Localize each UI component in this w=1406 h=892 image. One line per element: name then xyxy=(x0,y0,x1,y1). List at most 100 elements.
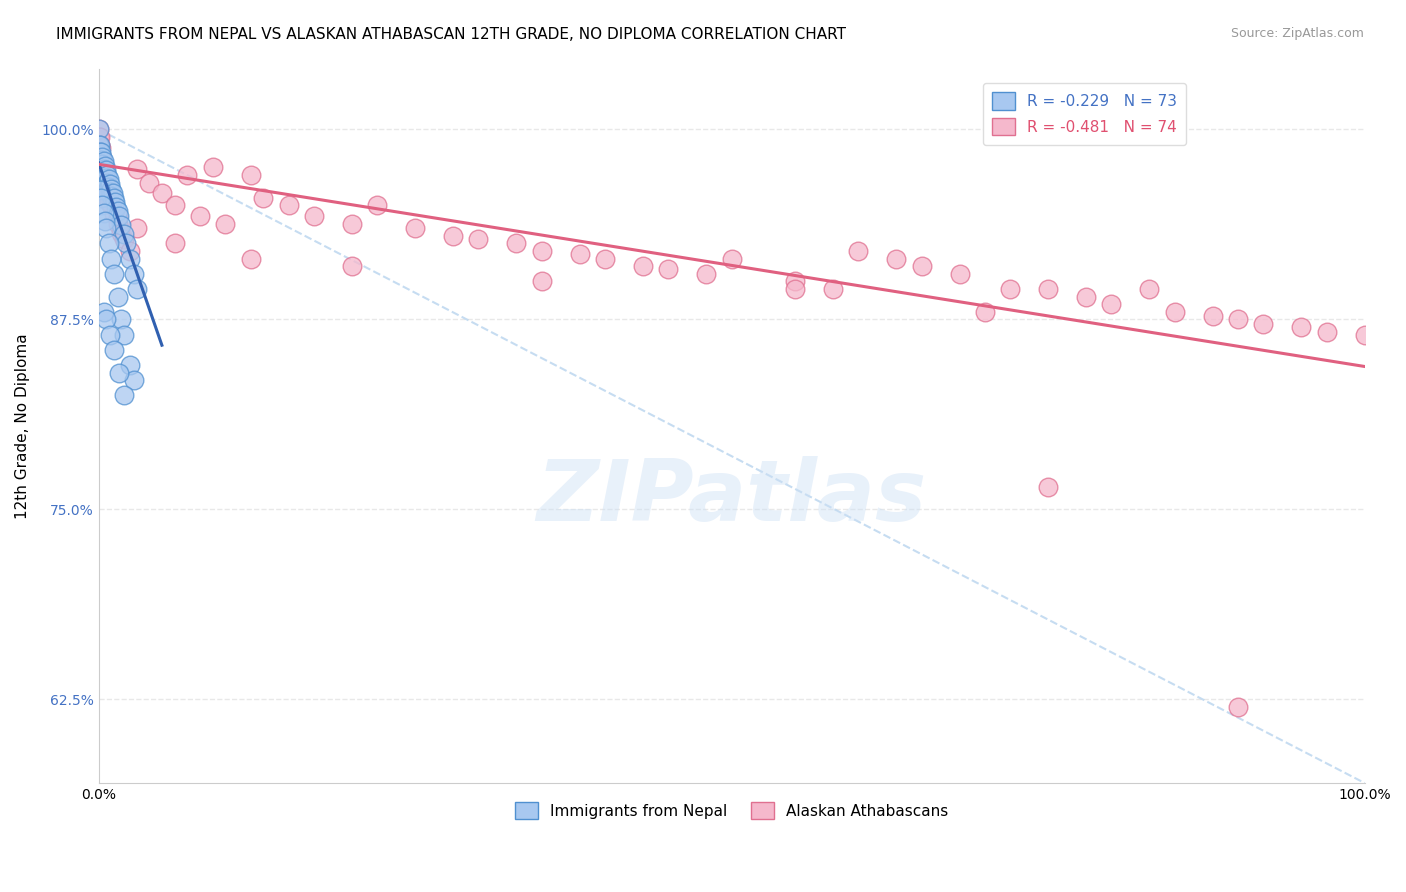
Point xyxy=(1139,282,1161,296)
Point xyxy=(90,176,112,190)
Point xyxy=(96,168,118,182)
Point xyxy=(103,343,125,357)
Point xyxy=(783,282,806,296)
Point xyxy=(1227,312,1250,326)
Point xyxy=(90,161,112,175)
Point xyxy=(239,168,262,182)
Point xyxy=(94,159,117,173)
Point xyxy=(122,373,145,387)
Point xyxy=(340,217,363,231)
Point xyxy=(98,185,121,199)
Point xyxy=(87,153,110,167)
Point xyxy=(163,236,186,251)
Point xyxy=(90,168,112,182)
Point xyxy=(214,217,236,231)
Point xyxy=(108,209,131,223)
Point xyxy=(90,153,112,167)
Point xyxy=(96,171,118,186)
Point xyxy=(96,177,118,191)
Point xyxy=(93,305,115,319)
Point xyxy=(96,221,118,235)
Point xyxy=(93,183,115,197)
Point xyxy=(100,189,122,203)
Point xyxy=(125,282,148,296)
Point xyxy=(112,227,135,242)
Point xyxy=(96,312,118,326)
Point xyxy=(695,267,717,281)
Point xyxy=(973,305,995,319)
Point xyxy=(93,177,115,191)
Point xyxy=(91,172,114,186)
Point xyxy=(91,180,114,194)
Point xyxy=(138,176,160,190)
Point xyxy=(120,244,142,258)
Point xyxy=(107,204,129,219)
Point xyxy=(1036,282,1059,296)
Point xyxy=(239,252,262,266)
Point xyxy=(100,252,122,266)
Point xyxy=(188,209,211,223)
Point xyxy=(1036,480,1059,494)
Point xyxy=(631,259,654,273)
Point xyxy=(87,137,110,152)
Point xyxy=(1202,310,1225,324)
Point xyxy=(252,191,274,205)
Point xyxy=(100,181,122,195)
Point xyxy=(91,165,114,179)
Point xyxy=(846,244,869,258)
Point xyxy=(96,163,118,178)
Point xyxy=(150,186,173,201)
Point xyxy=(87,122,110,136)
Point xyxy=(90,148,112,162)
Point xyxy=(105,200,128,214)
Point xyxy=(89,153,111,167)
Point xyxy=(122,267,145,281)
Point xyxy=(108,366,131,380)
Point xyxy=(302,209,325,223)
Point xyxy=(93,206,115,220)
Point xyxy=(89,168,111,182)
Point xyxy=(90,191,112,205)
Point xyxy=(1076,289,1098,303)
Point xyxy=(115,236,138,251)
Point xyxy=(783,274,806,288)
Point xyxy=(89,176,111,190)
Point xyxy=(89,183,111,197)
Point xyxy=(404,221,426,235)
Point xyxy=(89,145,111,160)
Point xyxy=(505,236,527,251)
Point xyxy=(593,252,616,266)
Point xyxy=(97,172,120,186)
Point xyxy=(98,327,121,342)
Point xyxy=(101,186,124,201)
Point xyxy=(125,161,148,176)
Point xyxy=(94,166,117,180)
Point xyxy=(89,137,111,152)
Point xyxy=(340,259,363,273)
Point xyxy=(91,198,114,212)
Point xyxy=(96,178,118,193)
Text: IMMIGRANTS FROM NEPAL VS ALASKAN ATHABASCAN 12TH GRADE, NO DIPLOMA CORRELATION C: IMMIGRANTS FROM NEPAL VS ALASKAN ATHABAS… xyxy=(56,27,846,42)
Point xyxy=(107,217,129,231)
Point xyxy=(163,198,186,212)
Text: Source: ZipAtlas.com: Source: ZipAtlas.com xyxy=(1230,27,1364,40)
Point xyxy=(87,161,110,175)
Point xyxy=(96,183,118,197)
Point xyxy=(89,137,111,152)
Point xyxy=(110,312,132,326)
Point xyxy=(657,262,679,277)
Point xyxy=(104,195,127,210)
Point xyxy=(112,232,135,246)
Point xyxy=(1253,317,1275,331)
Point xyxy=(100,198,122,212)
Point xyxy=(91,153,114,167)
Point xyxy=(87,122,110,136)
Point xyxy=(93,169,115,184)
Point xyxy=(96,176,118,190)
Point xyxy=(97,189,120,203)
Point xyxy=(97,180,120,194)
Point xyxy=(884,252,907,266)
Point xyxy=(94,181,117,195)
Point xyxy=(89,161,111,175)
Point xyxy=(1101,297,1123,311)
